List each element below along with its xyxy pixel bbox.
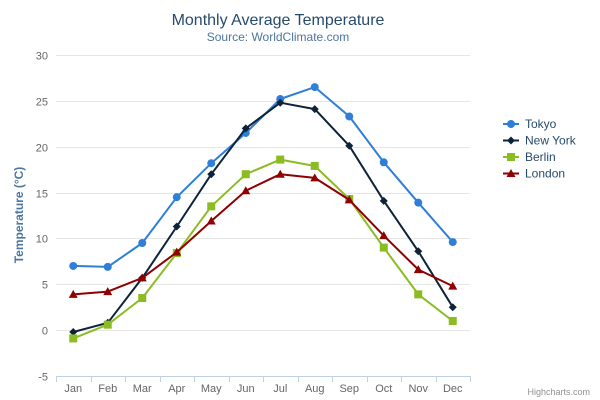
y-axis-title: Temperature (°C)	[12, 167, 26, 264]
data-point-new-york	[414, 247, 423, 256]
y-tick-label: 15	[36, 189, 48, 201]
data-point-london	[413, 265, 423, 274]
data-point-london	[241, 186, 251, 195]
data-point-tokyo	[103, 262, 112, 271]
y-tick-label: 20	[36, 143, 48, 155]
data-point-berlin	[379, 243, 388, 252]
grid-lines	[56, 55, 470, 377]
data-point-new-york	[379, 196, 388, 205]
legend-item-tokyo[interactable]: Tokyo	[503, 117, 557, 131]
legend-item-new-york[interactable]: New York	[503, 134, 577, 148]
data-point-new-york	[241, 124, 250, 133]
data-point-london	[448, 281, 458, 290]
data-point-london	[206, 216, 216, 225]
legend-label-london: London	[525, 167, 565, 181]
data-point-berlin	[448, 316, 457, 325]
data-point-london	[103, 287, 113, 296]
data-point-tokyo	[69, 261, 78, 270]
x-tick-label: Oct	[375, 383, 392, 395]
y-tick-label: 5	[42, 280, 48, 292]
x-tick-label: Sep	[339, 383, 359, 395]
data-point-london	[172, 247, 182, 256]
data-point-london	[68, 289, 78, 298]
legend: Tokyo New York Berlin London	[503, 117, 577, 181]
data-point-new-york	[276, 98, 285, 107]
y-tick-label: 0	[42, 326, 48, 338]
data-point-new-york	[207, 170, 216, 179]
data-point-berlin	[414, 290, 423, 299]
legend-item-london[interactable]: London	[503, 167, 565, 181]
y-tick-label: 25	[36, 97, 48, 109]
legend-label-new-york: New York	[525, 134, 577, 148]
legend-marker-tokyo	[507, 120, 515, 128]
data-point-berlin	[207, 202, 216, 211]
legend-item-berlin[interactable]: Berlin	[503, 150, 556, 164]
data-point-tokyo	[172, 193, 181, 202]
data-point-tokyo	[414, 198, 423, 207]
data-point-new-york	[448, 303, 457, 312]
series-line-berlin	[72, 158, 454, 340]
series-group	[68, 83, 458, 343]
legend-label-berlin: Berlin	[525, 150, 556, 164]
credits-link[interactable]: Highcharts.com	[527, 387, 590, 397]
series-new-york	[69, 98, 457, 336]
x-tick-label: Feb	[98, 383, 117, 395]
data-point-berlin	[103, 320, 112, 329]
data-point-tokyo	[345, 112, 354, 121]
data-point-tokyo	[448, 238, 457, 247]
data-point-berlin	[69, 334, 78, 343]
data-point-berlin	[241, 170, 250, 179]
legend-label-tokyo: Tokyo	[525, 117, 557, 131]
data-point-tokyo	[379, 158, 388, 167]
series-line-london	[72, 173, 454, 296]
x-tick-label: Nov	[408, 383, 428, 395]
data-point-berlin	[276, 155, 285, 164]
y-tick-label: 10	[36, 234, 48, 246]
data-point-berlin	[310, 161, 319, 170]
chart-title: Monthly Average Temperature	[172, 12, 385, 29]
data-point-berlin	[138, 294, 147, 303]
data-point-tokyo	[207, 159, 216, 168]
axes: -5 0 5 10 15 20 25 30 Jan Feb Mar Apr May Jun Jul Aug Se…	[36, 51, 471, 395]
x-tick-label: Jun	[237, 383, 255, 395]
x-tick-label: Jan	[64, 383, 82, 395]
legend-marker-berlin	[507, 153, 515, 161]
series-line-new-york	[72, 101, 454, 333]
series-tokyo	[69, 83, 457, 271]
data-point-london	[379, 231, 389, 240]
data-point-new-york	[345, 141, 354, 150]
data-point-tokyo	[310, 83, 319, 92]
x-tick-label: May	[201, 383, 222, 395]
x-tick-label: Dec	[443, 383, 463, 395]
data-point-new-york	[172, 222, 181, 231]
x-tick-label: Apr	[168, 383, 185, 395]
x-tick-label: Jul	[273, 383, 287, 395]
x-tick-label: Mar	[133, 383, 152, 395]
data-point-london	[275, 169, 285, 178]
data-point-london	[137, 273, 147, 282]
legend-marker-new-york	[507, 136, 515, 145]
legend-marker-london	[506, 169, 516, 177]
data-point-london	[344, 195, 354, 204]
y-tick-label: -5	[38, 372, 48, 384]
data-point-new-york	[310, 105, 319, 114]
chart-subtitle: Source: WorldClimate.com	[207, 30, 350, 44]
series-london	[68, 169, 458, 298]
x-tick-label: Aug	[305, 383, 325, 395]
data-point-tokyo	[138, 239, 147, 248]
data-point-london	[310, 173, 320, 182]
y-tick-label: 30	[36, 51, 48, 63]
series-line-tokyo	[72, 86, 454, 268]
data-point-new-york	[69, 327, 78, 336]
